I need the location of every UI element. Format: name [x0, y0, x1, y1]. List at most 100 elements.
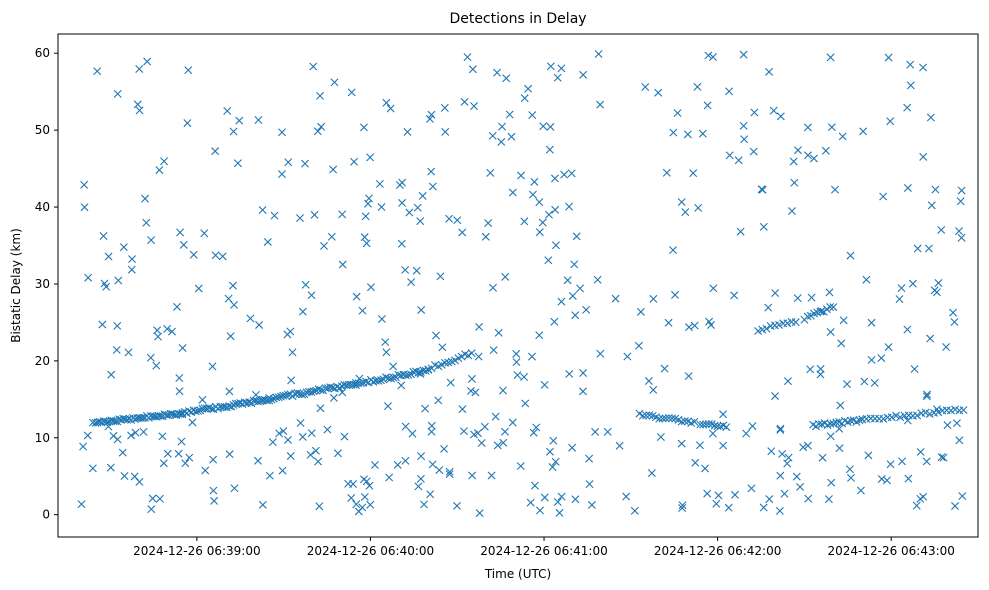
data-point: [245, 398, 254, 407]
data-point: [158, 432, 167, 441]
data-point: [776, 471, 785, 480]
data-point: [722, 423, 731, 432]
data-point: [296, 419, 305, 428]
data-point: [806, 365, 815, 374]
data-point: [307, 291, 316, 300]
data-point: [178, 343, 187, 352]
data-point: [769, 106, 778, 115]
data-point: [209, 486, 218, 495]
data-point: [211, 251, 220, 260]
data-point: [314, 385, 323, 394]
data-point: [956, 197, 965, 206]
data-point: [926, 113, 935, 122]
data-point: [153, 326, 162, 335]
data-point: [818, 453, 827, 462]
data-point: [767, 447, 776, 456]
data-point: [662, 168, 671, 177]
data-point: [826, 419, 835, 428]
data-point: [155, 494, 164, 503]
data-point: [352, 500, 361, 509]
data-point: [333, 449, 342, 458]
data-point: [937, 225, 946, 234]
data-point: [689, 169, 698, 178]
data-point: [535, 228, 544, 237]
data-point: [677, 198, 686, 207]
data-point: [764, 303, 773, 312]
data-point: [173, 302, 182, 311]
data-point: [389, 362, 398, 371]
data-point: [793, 146, 802, 155]
data-point: [488, 131, 497, 140]
data-point: [470, 102, 479, 111]
data-point: [311, 446, 320, 455]
data-point: [550, 174, 559, 183]
data-point: [453, 216, 462, 225]
data-point: [913, 411, 922, 420]
data-point: [428, 182, 437, 191]
data-point: [926, 334, 935, 343]
data-point: [678, 503, 687, 512]
data-point: [596, 100, 605, 109]
data-point: [383, 402, 392, 411]
data-point: [307, 429, 316, 438]
data-point: [670, 290, 679, 299]
data-point: [441, 358, 449, 367]
data-point: [445, 467, 454, 476]
data-point: [427, 421, 436, 430]
data-point: [585, 480, 594, 489]
data-point: [471, 388, 480, 397]
data-point: [740, 135, 749, 144]
data-point: [611, 294, 620, 303]
data-point: [904, 474, 913, 483]
data-point: [177, 437, 186, 446]
data-point: [660, 364, 669, 373]
data-point: [957, 186, 966, 195]
data-point: [529, 428, 538, 437]
data-point: [459, 427, 468, 436]
data-point: [864, 451, 873, 460]
data-point: [615, 441, 624, 450]
data-point: [816, 307, 825, 316]
data-point: [521, 399, 530, 408]
data-point: [340, 432, 349, 441]
data-point: [548, 463, 557, 472]
data-point: [724, 503, 733, 512]
data-point: [903, 183, 912, 192]
data-point: [667, 414, 676, 423]
data-point: [520, 372, 529, 381]
data-point: [432, 331, 441, 340]
data-point: [440, 103, 449, 112]
data-point: [395, 180, 404, 189]
data-point: [287, 376, 296, 385]
data-point: [218, 252, 227, 261]
data-point: [517, 171, 526, 180]
data-point: [306, 450, 315, 459]
data-point: [133, 100, 142, 109]
data-point: [397, 381, 406, 390]
data-point: [661, 414, 670, 423]
data-point: [708, 429, 717, 438]
data-point: [420, 500, 428, 509]
data-point: [147, 236, 156, 245]
data-point: [414, 482, 423, 491]
data-point: [664, 414, 673, 422]
data-point: [366, 283, 375, 292]
data-point: [571, 311, 580, 320]
data-point: [385, 473, 394, 482]
data-point: [360, 492, 369, 501]
data-point: [591, 427, 600, 436]
y-tick-label-1: 10: [35, 431, 50, 445]
data-point: [579, 369, 588, 378]
x-tick-label-3: 2024-12-26 06:42:00: [654, 544, 781, 558]
data-point: [288, 348, 297, 357]
data-point: [831, 185, 839, 194]
y-axis-label: Bistatic Delay (km): [9, 228, 23, 343]
data-point: [826, 303, 835, 312]
data-point: [824, 495, 833, 504]
data-point: [414, 368, 423, 377]
data-point: [934, 278, 943, 287]
data-point: [139, 427, 148, 436]
y-tick-label-0: 0: [42, 508, 50, 522]
data-point: [757, 185, 766, 194]
data-point: [435, 466, 444, 475]
